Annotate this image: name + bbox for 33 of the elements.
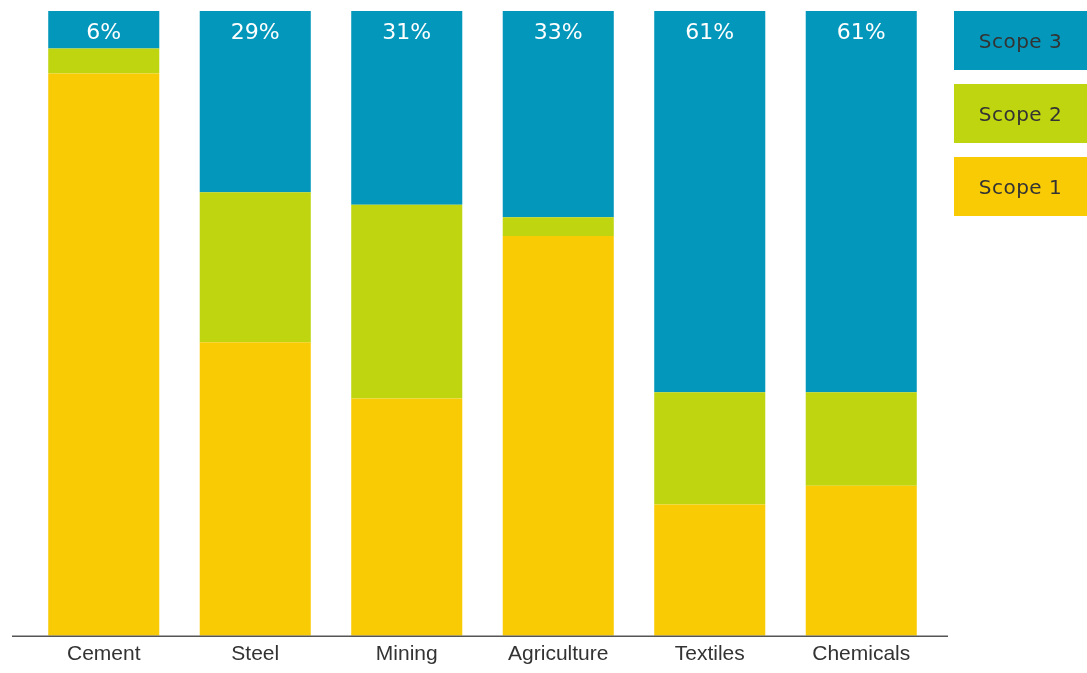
x-tick-label: Agriculture bbox=[508, 641, 609, 665]
bar bbox=[48, 11, 160, 49]
text: Scope 2 bbox=[954, 84, 1087, 143]
bar bbox=[805, 392, 917, 486]
bar bbox=[48, 73, 160, 636]
bar bbox=[199, 11, 311, 193]
bar bbox=[351, 204, 463, 399]
bar bbox=[654, 504, 766, 636]
bar bbox=[502, 235, 614, 636]
x-tick-label: Chemicals bbox=[812, 641, 911, 665]
bar bbox=[502, 11, 614, 218]
x-tick-label: Mining bbox=[375, 641, 438, 665]
data-label: 31% bbox=[382, 18, 432, 44]
bar bbox=[199, 342, 311, 636]
data-label: 61% bbox=[836, 18, 886, 44]
data-label: 33% bbox=[533, 18, 583, 44]
bar bbox=[654, 11, 766, 393]
bar bbox=[654, 392, 766, 505]
bar bbox=[805, 11, 917, 393]
x-tick-label: Steel bbox=[231, 641, 280, 665]
bar bbox=[502, 217, 614, 236]
data-label: 29% bbox=[230, 18, 280, 44]
x-tick-label: Cement bbox=[66, 641, 141, 665]
x-tick-label: Textiles bbox=[674, 641, 745, 665]
bar bbox=[805, 485, 917, 636]
bar bbox=[48, 48, 160, 74]
data-label: 6% bbox=[86, 18, 122, 44]
bar bbox=[199, 192, 311, 343]
bar bbox=[351, 11, 463, 205]
data-label: 61% bbox=[685, 18, 735, 44]
bar bbox=[351, 398, 463, 636]
text: Scope 3 bbox=[954, 11, 1087, 70]
text: Scope 1 bbox=[954, 157, 1087, 216]
